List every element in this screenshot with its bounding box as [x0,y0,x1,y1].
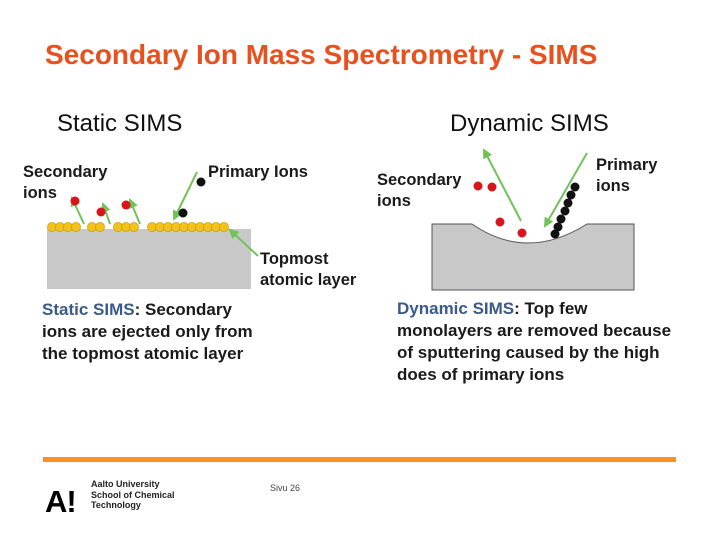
dynamic-sims-diagram [431,148,635,291]
sims-diagrams [47,148,635,291]
static-surface-atoms [47,222,229,232]
slide-title: Secondary Ion Mass Spectrometry - SIMS [45,39,598,70]
logo-line: Technology [91,500,141,510]
label-line: Secondary [377,171,462,189]
caption-line: ions are ejected only from [42,322,253,341]
static-ejection-arrow [100,202,111,225]
dynamic-ejection-arrow [483,148,522,222]
topmost-pointer-arrow [228,228,259,257]
static-secondary-ion [96,207,106,217]
caption-term: Static SIMS [42,300,135,319]
page-number: Sivu 26 [270,483,301,493]
dynamic-secondary-ion [473,181,483,191]
aalto-logo-mark: A! [45,484,77,519]
label-line: Topmost [260,250,329,268]
static-sims-heading: Static SIMS [57,110,183,137]
dynamic-secondary-ion [517,228,527,238]
caption-line: does of primary ions [397,365,565,384]
label-line: ions [23,184,57,202]
static-sims-diagram [47,171,259,289]
dynamic-secondary-ion [487,182,497,192]
static-primary-ion [178,208,188,218]
static-secondary-ions-label: Secondary ions [23,162,107,204]
topmost-atomic-layer-label: Topmost atomic layer [260,249,356,291]
dynamic-sims-caption: Dynamic SIMS: Top few monolayers are rem… [397,298,671,386]
aalto-logo-text: Aalto University School of Chemical Tech… [91,479,175,511]
static-sims-caption: Static SIMS: Secondary ions are ejected … [42,299,253,365]
caption-line: the topmost atomic layer [42,344,244,363]
static-primary-ion [196,177,206,187]
logo-line: Aalto University [91,479,160,489]
dynamic-substrate-crater [431,223,635,291]
dynamic-primary-arrow [544,152,588,228]
dynamic-secondary-ion [495,217,505,227]
label-line: ions [596,177,630,195]
dynamic-primary-ions-label: Primary ions [596,155,657,197]
logo-line: School of Chemical [91,489,175,500]
label-line: atomic layer [260,271,357,289]
caption-line: of sputtering caused by the high [397,343,660,362]
static-substrate [47,229,251,289]
static-ejection-arrow [128,198,141,225]
caption-line: : Top few [514,299,588,318]
static-primary-arrow [173,171,198,221]
static-primary-ions-label: Primary Ions [208,163,308,181]
label-line: Secondary [23,163,108,181]
label-line: ions [377,192,411,210]
static-secondary-ion [121,200,131,210]
label-line: Primary [596,156,658,174]
caption-line: : Secondary [134,300,232,319]
footer-accent-line [43,457,676,462]
static-secondary-ion [70,196,80,206]
dynamic-primary-ion-beam [550,182,580,239]
caption-term: Dynamic SIMS [397,299,515,318]
dynamic-secondary-ions-label: Secondary ions [377,170,461,212]
caption-line: monolayers are removed because [397,321,672,340]
dynamic-sims-heading: Dynamic SIMS [450,110,609,137]
